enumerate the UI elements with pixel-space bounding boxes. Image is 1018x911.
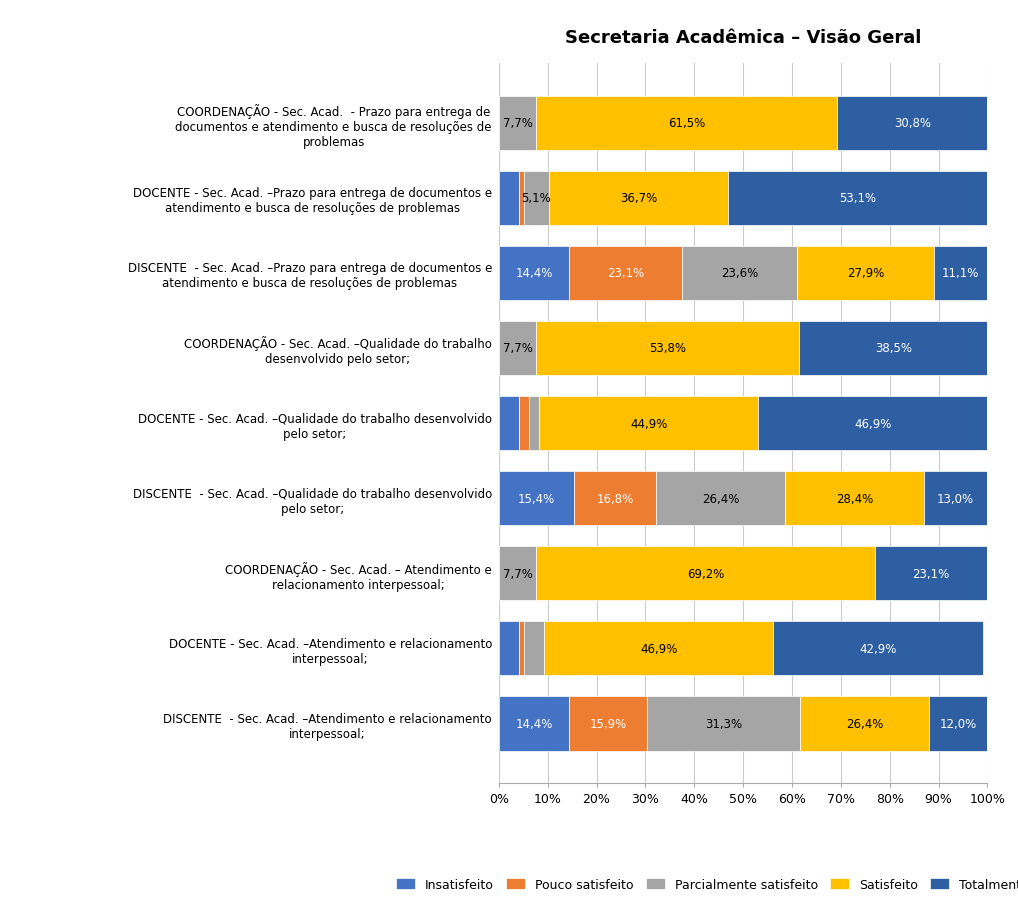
- Bar: [523, 171, 549, 226]
- Bar: [519, 171, 523, 226]
- Bar: [785, 472, 924, 526]
- Bar: [549, 171, 728, 226]
- Text: 69,2%: 69,2%: [687, 568, 724, 580]
- Text: 15,4%: 15,4%: [518, 492, 555, 505]
- Bar: [519, 396, 528, 451]
- Text: 23,1%: 23,1%: [912, 568, 950, 580]
- Text: 23,6%: 23,6%: [721, 267, 758, 280]
- Bar: [569, 697, 646, 751]
- Text: 30,8%: 30,8%: [894, 117, 930, 130]
- Bar: [536, 322, 799, 375]
- Bar: [569, 247, 682, 301]
- Bar: [499, 547, 536, 600]
- Bar: [934, 247, 987, 301]
- Bar: [524, 621, 545, 676]
- Text: 11,1%: 11,1%: [942, 267, 979, 280]
- Bar: [797, 247, 934, 301]
- Text: 26,4%: 26,4%: [702, 492, 739, 505]
- Legend: Insatisfeito, Pouco satisfeito, Parcialmente satisfeito, Satisfeito, Totalmente : Insatisfeito, Pouco satisfeito, Parcialm…: [391, 873, 1018, 896]
- Bar: [536, 97, 837, 150]
- Text: 7,7%: 7,7%: [503, 568, 532, 580]
- Bar: [657, 472, 785, 526]
- Text: 12,0%: 12,0%: [940, 717, 976, 731]
- Text: 7,7%: 7,7%: [503, 343, 532, 355]
- Text: 23,1%: 23,1%: [607, 267, 644, 280]
- Bar: [924, 472, 987, 526]
- Text: 13,0%: 13,0%: [938, 492, 974, 505]
- Text: 26,4%: 26,4%: [846, 717, 883, 731]
- Bar: [528, 396, 539, 451]
- Bar: [837, 97, 987, 150]
- Bar: [499, 171, 519, 226]
- Text: 46,9%: 46,9%: [640, 642, 678, 655]
- Bar: [499, 621, 519, 676]
- Bar: [536, 547, 874, 600]
- Text: 7,7%: 7,7%: [503, 117, 532, 130]
- Bar: [499, 697, 569, 751]
- Bar: [519, 621, 524, 676]
- Bar: [499, 472, 574, 526]
- Title: Secretaria Acadêmica – Visão Geral: Secretaria Acadêmica – Visão Geral: [565, 29, 921, 47]
- Bar: [682, 247, 797, 301]
- Bar: [928, 697, 987, 751]
- Bar: [499, 396, 519, 451]
- Bar: [545, 621, 774, 676]
- Text: 14,4%: 14,4%: [515, 717, 553, 731]
- Text: 61,5%: 61,5%: [668, 117, 705, 130]
- Text: 5,1%: 5,1%: [521, 192, 551, 205]
- Text: 44,9%: 44,9%: [630, 417, 667, 430]
- Bar: [800, 697, 928, 751]
- Text: 36,7%: 36,7%: [620, 192, 657, 205]
- Text: 14,4%: 14,4%: [515, 267, 553, 280]
- Bar: [728, 171, 987, 226]
- Bar: [774, 621, 983, 676]
- Text: 53,1%: 53,1%: [839, 192, 876, 205]
- Bar: [499, 247, 569, 301]
- Text: 53,8%: 53,8%: [649, 343, 686, 355]
- Text: 28,4%: 28,4%: [836, 492, 873, 505]
- Text: 15,9%: 15,9%: [589, 717, 627, 731]
- Bar: [799, 322, 987, 375]
- Bar: [758, 396, 987, 451]
- Bar: [646, 697, 800, 751]
- Bar: [574, 472, 657, 526]
- Bar: [499, 97, 536, 150]
- Text: 16,8%: 16,8%: [597, 492, 634, 505]
- Bar: [499, 322, 536, 375]
- Text: 38,5%: 38,5%: [874, 343, 912, 355]
- Text: 31,3%: 31,3%: [704, 717, 742, 731]
- Bar: [874, 547, 987, 600]
- Bar: [539, 396, 758, 451]
- Text: 46,9%: 46,9%: [854, 417, 892, 430]
- Text: 27,9%: 27,9%: [847, 267, 885, 280]
- Text: 42,9%: 42,9%: [859, 642, 897, 655]
